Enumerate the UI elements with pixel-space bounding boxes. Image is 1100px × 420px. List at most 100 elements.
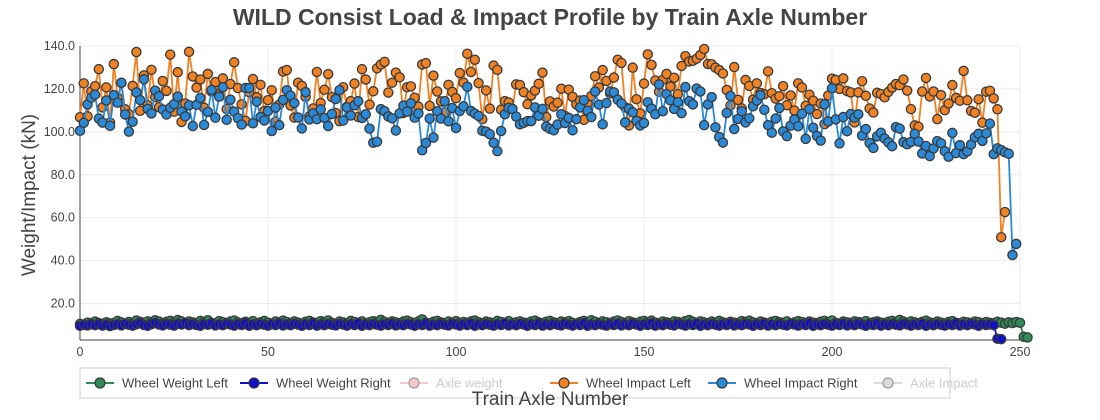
data-point[interactable]	[638, 78, 650, 89]
data-point[interactable]	[886, 140, 898, 152]
data-point[interactable]	[676, 60, 687, 72]
legend-item[interactable]: Axle weight	[400, 376, 503, 391]
data-point[interactable]	[759, 104, 770, 115]
data-point[interactable]	[258, 115, 270, 126]
data-point[interactable]	[856, 75, 868, 87]
data-point[interactable]	[360, 74, 372, 85]
data-point[interactable]	[202, 106, 214, 118]
data-point[interactable]	[815, 135, 826, 146]
data-point[interactable]	[586, 111, 597, 123]
data-point[interactable]	[480, 85, 492, 96]
legend-item[interactable]: Axle Impact	[874, 376, 978, 391]
data-point[interactable]	[413, 108, 424, 119]
data-point[interactable]	[687, 99, 699, 110]
data-point[interactable]	[781, 130, 793, 142]
data-point[interactable]	[762, 66, 774, 77]
data-point[interactable]	[962, 95, 973, 106]
data-point[interactable]	[153, 90, 165, 102]
data-point[interactable]	[101, 82, 112, 93]
data-point[interactable]	[428, 70, 439, 81]
data-point[interactable]	[488, 137, 499, 149]
data-point[interactable]	[349, 78, 360, 89]
data-point[interactable]	[89, 89, 101, 100]
data-point[interactable]	[785, 90, 796, 101]
data-point[interactable]	[420, 137, 432, 149]
data-point[interactable]	[868, 107, 879, 118]
data-point[interactable]	[627, 107, 638, 118]
data-point[interactable]	[988, 319, 999, 331]
data-point[interactable]	[356, 63, 368, 75]
data-point[interactable]	[484, 128, 496, 140]
data-point[interactable]	[78, 117, 90, 129]
data-point[interactable]	[984, 118, 996, 129]
data-point[interactable]	[484, 103, 496, 114]
data-point[interactable]	[164, 49, 176, 60]
data-point[interactable]	[804, 103, 815, 115]
data-point[interactable]	[571, 113, 582, 125]
data-point[interactable]	[195, 92, 206, 104]
data-point[interactable]	[601, 97, 612, 109]
data-point[interactable]	[495, 125, 507, 137]
data-point[interactable]	[469, 54, 481, 65]
data-point[interactable]	[695, 86, 706, 97]
data-point[interactable]	[213, 91, 225, 102]
data-point[interactable]	[101, 95, 112, 106]
data-point[interactable]	[319, 84, 330, 96]
data-point[interactable]	[198, 119, 210, 131]
data-point[interactable]	[811, 108, 823, 120]
data-point[interactable]	[134, 94, 146, 106]
data-point[interactable]	[352, 95, 364, 107]
data-point[interactable]	[1010, 238, 1022, 250]
data-point[interactable]	[337, 115, 349, 126]
data-point[interactable]	[999, 206, 1011, 218]
data-point[interactable]	[901, 85, 913, 96]
data-point[interactable]	[721, 107, 732, 119]
data-point[interactable]	[657, 105, 669, 117]
legend-item[interactable]: Wheel Weight Right	[240, 376, 391, 391]
data-point[interactable]	[725, 90, 736, 102]
data-point[interactable]	[458, 101, 469, 112]
data-point[interactable]	[462, 48, 473, 59]
data-point[interactable]	[969, 107, 981, 118]
data-point[interactable]	[698, 43, 710, 55]
data-point[interactable]	[932, 113, 943, 125]
data-point[interactable]	[898, 74, 909, 85]
data-point[interactable]	[424, 113, 435, 124]
data-point[interactable]	[228, 57, 240, 68]
data-point[interactable]	[450, 92, 462, 104]
data-point[interactable]	[439, 95, 450, 107]
data-point[interactable]	[161, 85, 172, 97]
data-point[interactable]	[492, 145, 503, 157]
data-point[interactable]	[853, 108, 864, 120]
data-point[interactable]	[728, 61, 740, 73]
data-point[interactable]	[322, 68, 334, 80]
data-point[interactable]	[728, 123, 740, 135]
data-point[interactable]	[364, 123, 375, 134]
data-point[interactable]	[631, 93, 642, 105]
data-point[interactable]	[796, 108, 808, 120]
data-point[interactable]	[401, 106, 413, 117]
data-point[interactable]	[578, 94, 590, 106]
data-point[interactable]	[766, 127, 778, 138]
data-point[interactable]	[251, 96, 262, 107]
data-point[interactable]	[698, 119, 710, 131]
data-point[interactable]	[988, 93, 999, 104]
data-point[interactable]	[676, 107, 687, 119]
data-point[interactable]	[995, 333, 1007, 345]
data-point[interactable]	[995, 231, 1007, 243]
data-point[interactable]	[947, 79, 958, 91]
data-point[interactable]	[920, 72, 932, 84]
data-point[interactable]	[386, 113, 398, 124]
data-point[interactable]	[262, 94, 274, 106]
data-point[interactable]	[894, 123, 905, 134]
data-point[interactable]	[146, 108, 157, 119]
data-point[interactable]	[390, 125, 402, 136]
data-point[interactable]	[860, 90, 872, 102]
data-point[interactable]	[217, 81, 229, 93]
data-point[interactable]	[119, 109, 131, 120]
data-point[interactable]	[104, 120, 116, 132]
data-point[interactable]	[868, 142, 879, 154]
data-point[interactable]	[180, 111, 191, 122]
data-point[interactable]	[202, 68, 214, 80]
data-point[interactable]	[717, 68, 729, 79]
